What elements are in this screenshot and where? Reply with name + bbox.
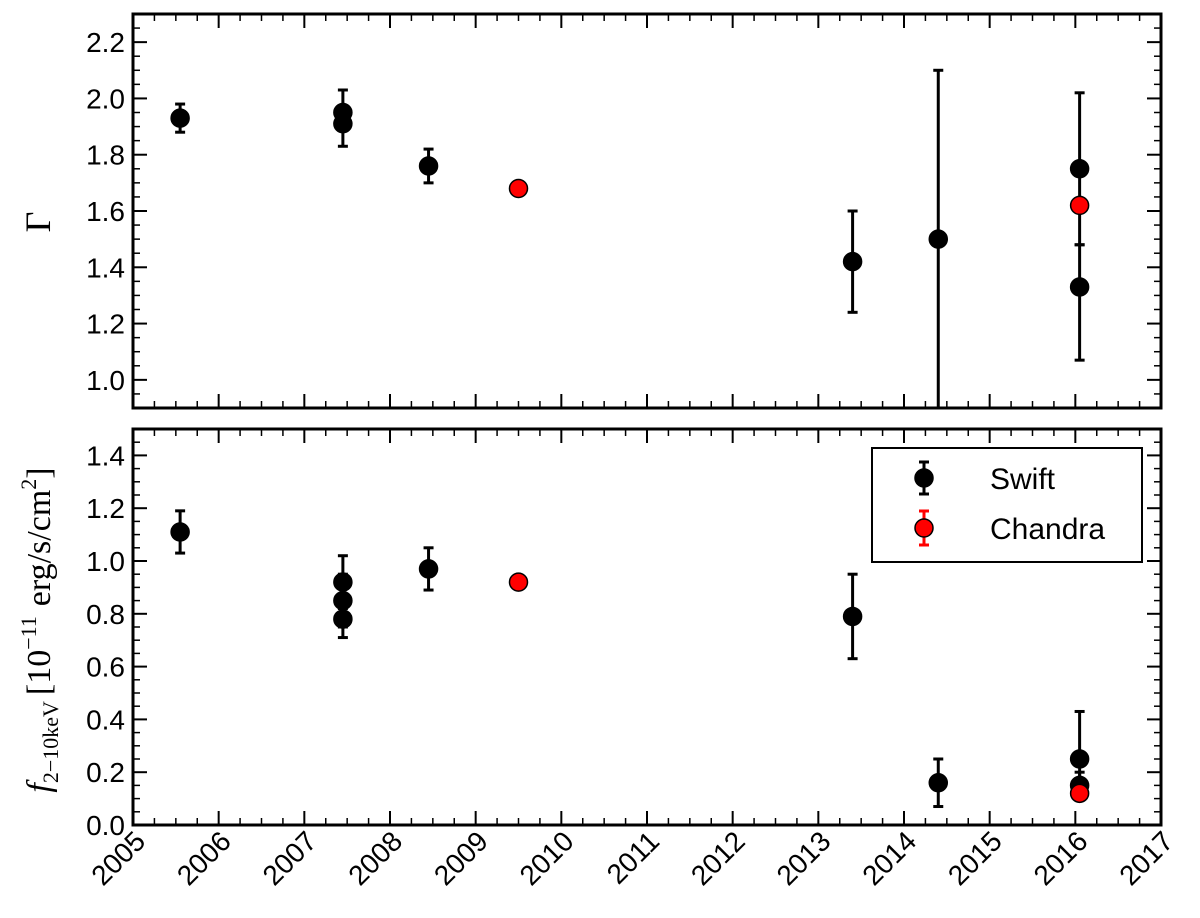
marker [842,251,863,272]
legend-chandra-label: Chandra [990,513,1105,546]
bottom-y-axis-label: f2−10keV[10−11erg/s/cm2] [16,467,63,792]
legend-swift-label: Swift [990,463,1056,496]
x-tick-label: 2015 [942,825,1008,891]
plot-frame [131,12,1163,410]
y-tick-label: 2.0 [86,83,125,114]
data-point [1069,783,1090,804]
legend-swift-marker [914,460,934,496]
marker [1069,277,1090,297]
y-tick-label: 1.0 [86,365,125,396]
y-tick-label: 2.2 [86,27,125,58]
x-tick-label: 2016 [1028,825,1094,891]
x-tick-label: 2014 [856,825,922,891]
x-tick-label: 2012 [685,825,751,891]
x-tick-label: 2011 [601,825,666,890]
y-tick-label: 1.4 [86,440,125,471]
x-tick-label: 2010 [514,825,580,891]
y-tick-label: 1.2 [86,309,125,340]
top-panel: 1.0 1.2 1.4 1.6 1.8 2.0 2.2 [86,12,1163,410]
marker [1069,195,1090,216]
y-tick-label: 1.2 [86,493,125,524]
data-point [842,209,863,314]
data-point [842,572,863,661]
marker [928,773,949,793]
marker [1069,749,1090,769]
y-tick-label: 1.8 [86,140,125,171]
x-tick-label: 2008 [342,825,408,891]
data-point [170,509,190,555]
marker [1069,159,1090,179]
data-point [418,147,439,185]
marker [418,559,439,579]
data-point [508,572,529,592]
marker [928,229,949,249]
x-tick-label: 2009 [428,825,494,891]
data-point [508,178,529,199]
x-tick-label: 2013 [771,825,837,891]
x-tick-label: 2017 [1113,825,1179,891]
data-point [418,546,439,592]
y-tick-label: 0.6 [86,652,125,683]
y-tick-label: 1.6 [86,196,125,227]
marker [333,114,353,134]
marker [170,108,190,128]
series-chandra [508,572,1090,804]
marker [170,522,190,542]
marker [508,178,529,199]
data-point [928,68,949,408]
data-point [1069,195,1090,216]
legend-box [871,447,1143,563]
y-tick-label: 0.2 [86,757,125,788]
x-tick-label: 2007 [257,825,323,891]
legend: Swift Chandra [871,447,1143,563]
marker [842,606,863,627]
y-tick-label: 0.8 [86,599,125,630]
marker [1069,783,1090,804]
y-tick-label: 1.4 [86,252,125,283]
data-point [928,757,949,809]
marker [418,156,439,176]
data-point [1069,243,1090,362]
data-point [1069,91,1090,247]
y-tick-label: 0.4 [86,704,125,735]
x-tick-label: 2006 [171,825,237,891]
data-point [170,102,190,134]
legend-chandra-marker [914,509,934,547]
y-tick-label: 1.0 [86,546,125,577]
data-point [333,105,353,148]
series-swift [170,509,1090,809]
series-chandra [508,178,1090,216]
series-swift [170,68,1090,408]
y-tick-label: 0.0 [86,810,125,841]
data-point [333,599,353,640]
top-y-axis-label: Γ [18,212,58,233]
marker [333,609,353,629]
marker [508,572,529,592]
